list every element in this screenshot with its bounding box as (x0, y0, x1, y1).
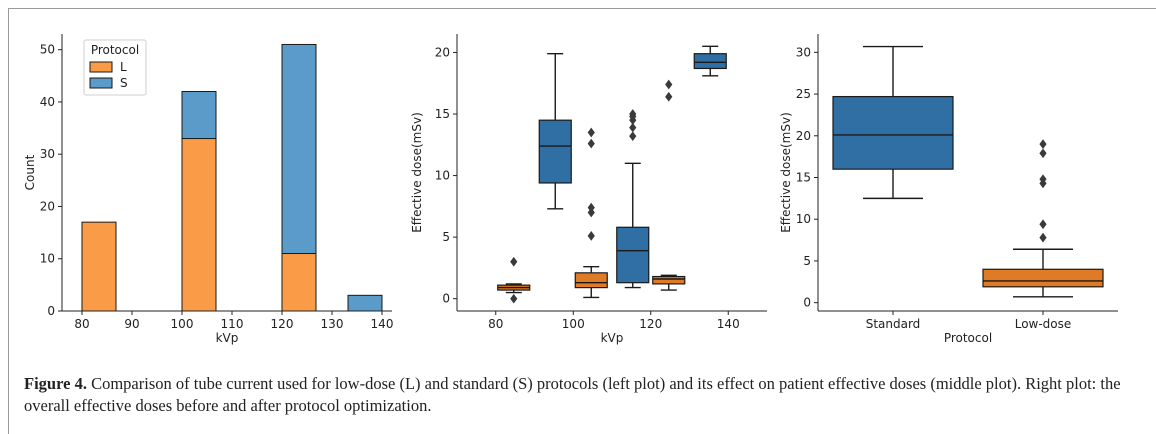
caption-text: Comparison of tube current used for low-… (24, 374, 1121, 415)
hist-y-tick-label: 10 (40, 252, 55, 266)
protocol-Standard-box (832, 95, 954, 170)
kvp-y-tick-label: 0 (442, 292, 450, 306)
legend-label-S: S (120, 76, 128, 90)
protocol-y-tick-label: 20 (796, 129, 811, 143)
kvp-120-L-outlier (665, 91, 673, 102)
kvp-x-axis-label: kVp (601, 331, 624, 345)
caption-label: Figure 4. (24, 374, 87, 393)
kvp-y-axis-label: Effective dose(mSv) (410, 112, 424, 233)
frame-top-border (8, 8, 1156, 9)
kvp-x-tick-label: 120 (639, 317, 662, 331)
kvp-100-S-box (538, 119, 572, 184)
kvp-120-L-box (652, 275, 686, 285)
kvp-x-tick-label: 140 (717, 317, 740, 331)
protocol-y-axis-label: Effective dose(mSv) (779, 112, 793, 233)
kvp-120-S-outlier (629, 131, 637, 142)
kvp-120-S-box (616, 226, 650, 284)
hist-y-tick-label: 40 (40, 95, 55, 109)
protocol-x-tick-label: Standard (866, 317, 921, 331)
protocol-y-tick-label: 5 (803, 254, 811, 268)
hist-x-tick-label: 120 (271, 317, 294, 331)
protocol-y-tick-label: 0 (803, 296, 811, 310)
protocol-Low-dose-outlier (1039, 148, 1047, 159)
hist-x-tick-label: 140 (371, 317, 394, 331)
bar-L-2 (281, 253, 317, 312)
protocol-Low-dose-outlier (1039, 219, 1047, 230)
kvp-100-L-outlier (587, 207, 595, 218)
legend-label-L: L (120, 60, 127, 74)
hist-y-tick-label: 20 (40, 199, 55, 213)
hist-x-axis-label: kVp (216, 331, 239, 345)
kvp-120-S-outlier (629, 122, 637, 133)
hist-x-tick-label: 110 (221, 317, 244, 331)
protocol-y-tick-label: 30 (796, 45, 811, 59)
kvp-y-tick-label: 5 (442, 230, 450, 244)
hist-x-tick-label: 90 (124, 317, 139, 331)
hist-y-axis-label: Count (23, 154, 37, 190)
bar-S-2 (281, 43, 317, 255)
kvp-80-L-outlier (510, 293, 518, 304)
bar-S-1 (181, 90, 217, 140)
kvp-y-tick-label: 15 (435, 107, 450, 121)
hist-x-tick-label: 100 (171, 317, 194, 331)
protocol-y-tick-label: 25 (796, 87, 811, 101)
hist-y-tick-label: 30 (40, 147, 55, 161)
hist-y-tick-label: 0 (47, 304, 55, 318)
kvp-100-L-outlier (587, 231, 595, 241)
kvp-x-tick-label: 80 (488, 317, 503, 331)
kvp-100-L-box (574, 272, 608, 289)
kvp-120-L-outlier (665, 79, 673, 90)
kvp-140-S-box (693, 53, 727, 70)
frame-left-border (8, 8, 9, 434)
hist-x-tick-label: 80 (74, 317, 89, 331)
hist-x-tick-label: 130 (321, 317, 344, 331)
hist-y-tick-label: 50 (40, 43, 55, 57)
legend-swatch-L (89, 61, 113, 73)
bar-L-0 (81, 221, 117, 312)
protocol-Low-dose-outlier (1039, 139, 1047, 149)
protocol-Low-dose-outlier (1039, 232, 1047, 243)
kvp-y-tick-label: 20 (435, 45, 450, 59)
kvp-80-L-outlier (510, 256, 518, 267)
kvp-120-S-outlier (629, 109, 637, 119)
legend-title: Protocol (91, 43, 139, 57)
figure-caption: Figure 4. Comparison of tube current use… (24, 373, 1134, 417)
kvp-100-L-outlier (587, 138, 595, 149)
kvp-y-tick-label: 10 (435, 169, 450, 183)
kvp-x-tick-label: 100 (562, 317, 585, 331)
protocol-y-tick-label: 10 (796, 212, 811, 226)
kvp-100-L-outlier (587, 127, 595, 138)
kvp-100-L-outlier (587, 202, 595, 213)
legend-swatch-S (89, 77, 113, 89)
protocol-Low-dose-outlier (1039, 174, 1047, 185)
bar-S-3 (347, 294, 383, 312)
protocol-x-axis-label: Protocol (944, 331, 992, 345)
protocol-Low-dose-box (982, 268, 1104, 288)
protocol-x-tick-label: Low-dose (1015, 317, 1072, 331)
bar-L-1 (181, 138, 217, 312)
protocol-y-tick-label: 15 (796, 171, 811, 185)
